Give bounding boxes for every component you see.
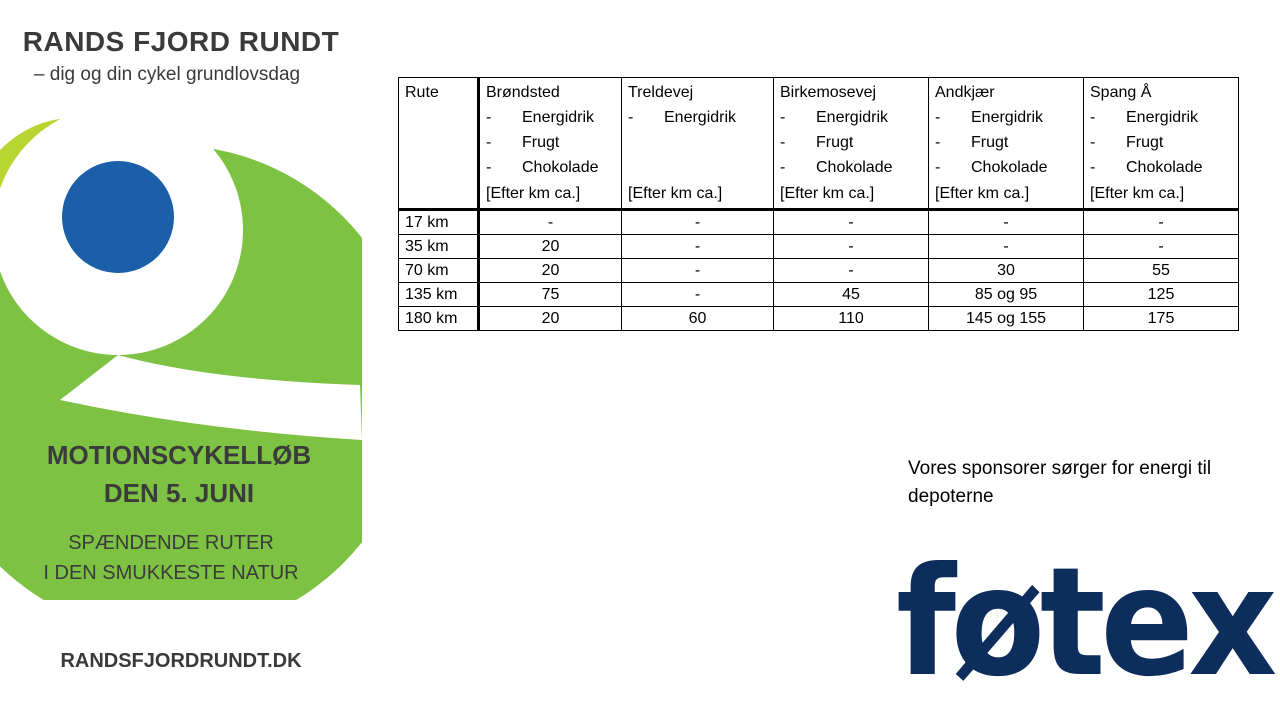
depot-item: - Energidrik bbox=[1090, 109, 1199, 126]
table-cell: 75 bbox=[478, 282, 622, 307]
depot-item: - Frugt bbox=[935, 134, 1009, 151]
table-cell: 85 og 95 bbox=[928, 282, 1084, 307]
depot-item: - Frugt bbox=[486, 134, 560, 151]
table-cell: 175 bbox=[1083, 306, 1239, 331]
rute-header: Rute bbox=[398, 77, 480, 211]
depot-table: Rute Brøndsted - Energidrik - Frugt - Choko… bbox=[398, 77, 1239, 331]
poster-event-date: DEN 5. JUNI bbox=[103, 478, 255, 508]
table-cell: - bbox=[773, 209, 929, 235]
poster-title: RANDS FJORD RUNDT bbox=[22, 26, 340, 57]
depot-item: - Chokolade bbox=[935, 159, 1048, 176]
column-header-treldevej: Treldevej - Energidrik [Efter km ca.] bbox=[621, 77, 774, 211]
depot-item: - Chokolade bbox=[780, 159, 893, 176]
table-cell: 125 bbox=[1083, 282, 1239, 307]
depot-item: - Chokolade bbox=[486, 159, 599, 176]
depot-item: - Energidrik bbox=[780, 109, 889, 126]
table-cell: 60 bbox=[621, 306, 774, 331]
table-cell: 45 bbox=[773, 282, 929, 307]
table-row: 17 km - - - - - bbox=[398, 209, 1239, 235]
depot-item: - Frugt bbox=[1090, 134, 1164, 151]
table-cell: - bbox=[621, 209, 774, 235]
column-footer: [Efter km ca.] bbox=[935, 185, 1030, 202]
table-cell: - bbox=[478, 209, 622, 235]
column-footer: [Efter km ca.] bbox=[1090, 185, 1185, 202]
depot-item: - Energidrik bbox=[935, 109, 1044, 126]
column-footer: [Efter km ca.] bbox=[628, 185, 723, 202]
column-name: Andkjær bbox=[935, 84, 995, 101]
poster-graphic bbox=[0, 105, 362, 700]
column-name: Birkemosevej bbox=[780, 84, 877, 101]
column-header-spang-aa: Spang Å - Energidrik - Frugt - Chokolade [E… bbox=[1083, 77, 1239, 211]
table-row: 70 km 20 - - 30 55 bbox=[398, 258, 1239, 283]
column-footer: [Efter km ca.] bbox=[486, 185, 581, 202]
poster-subtitle: – dig og din cykel grundlovsdag bbox=[33, 64, 301, 85]
depot-item: - Frugt bbox=[780, 134, 854, 151]
column-name: Treldevej bbox=[628, 84, 694, 101]
sponsor-logo: føtex bbox=[896, 536, 1277, 710]
event-poster: RANDS FJORD RUNDT – dig og din cykel gru… bbox=[0, 0, 362, 700]
poster-tagline-1: SPÆNDENDE RUTER bbox=[68, 532, 274, 554]
rute-cell: 70 km bbox=[398, 258, 480, 283]
table-cell: - bbox=[773, 258, 929, 283]
rute-cell: 135 km bbox=[398, 282, 480, 307]
column-header-brondsted: Brøndsted - Energidrik - Frugt - Chokolade … bbox=[478, 77, 622, 211]
table-cell: 20 bbox=[478, 234, 622, 259]
table-cell: - bbox=[1083, 234, 1239, 259]
table-cell: 20 bbox=[478, 258, 622, 283]
table-cell: 145 og 155 bbox=[928, 306, 1084, 331]
column-name: Brøndsted bbox=[486, 84, 560, 101]
depot-item: - Energidrik bbox=[486, 109, 595, 126]
table-cell: 30 bbox=[928, 258, 1084, 283]
table-row: 35 km 20 - - - - bbox=[398, 234, 1239, 259]
column-header-birkemosevej: Birkemosevej - Energidrik - Frugt - Chokola… bbox=[773, 77, 929, 211]
depot-item: - Energidrik bbox=[628, 109, 737, 126]
rute-cell: 35 km bbox=[398, 234, 480, 259]
column-name: Spang Å bbox=[1090, 84, 1152, 101]
table-row: 135 km 75 - 45 85 og 95 125 bbox=[398, 282, 1239, 307]
rute-cell: 17 km bbox=[398, 209, 480, 235]
table-cell: - bbox=[928, 209, 1084, 235]
table-cell: 110 bbox=[773, 306, 929, 331]
table-cell: - bbox=[621, 258, 774, 283]
table-header-row: Rute Brøndsted - Energidrik - Frugt - Choko… bbox=[398, 77, 1239, 211]
sponsor-text: Vores sponsorer sørger for energi til de… bbox=[908, 458, 1212, 507]
table-cell: - bbox=[1083, 209, 1239, 235]
table-cell: 55 bbox=[1083, 258, 1239, 283]
table-cell: - bbox=[928, 234, 1084, 259]
poster-tagline-2: I DEN SMUKKESTE NATUR bbox=[43, 562, 299, 584]
table-row: 180 km 20 60 110 145 og 155 175 bbox=[398, 306, 1239, 331]
poster-url: RANDSFJORDRUNDT.DK bbox=[60, 650, 302, 672]
column-header-andkjaer: Andkjær - Energidrik - Frugt - Chokolade [E… bbox=[928, 77, 1084, 211]
column-footer: [Efter km ca.] bbox=[780, 185, 875, 202]
depot-item: - Chokolade bbox=[1090, 159, 1203, 176]
poster-event-name: MOTIONSCYKELLØB bbox=[46, 440, 312, 470]
table-cell: - bbox=[621, 234, 774, 259]
rute-cell: 180 km bbox=[398, 306, 480, 331]
table-cell: - bbox=[621, 282, 774, 307]
table-cell: 20 bbox=[478, 306, 622, 331]
table-cell: - bbox=[773, 234, 929, 259]
